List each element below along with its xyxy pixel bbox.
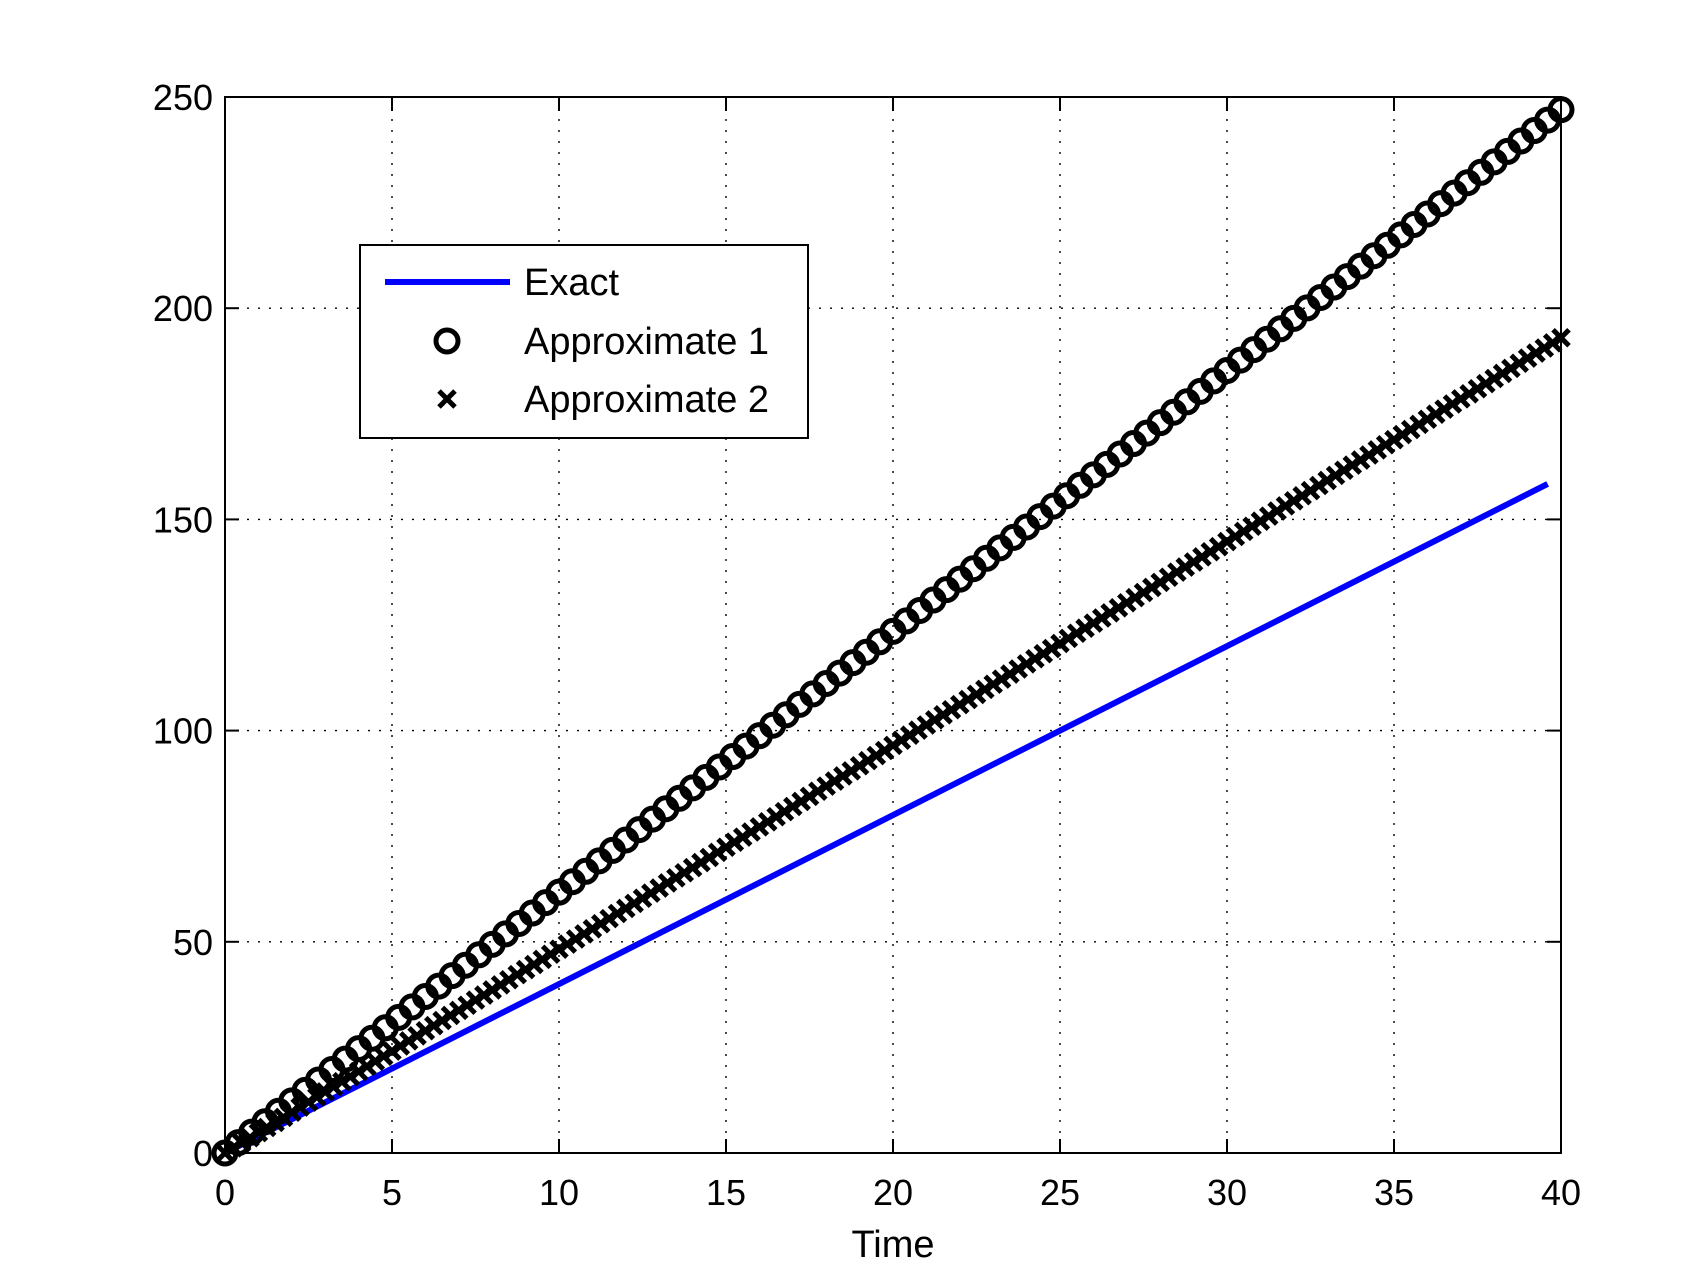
y-tick-label: 100 — [153, 711, 213, 752]
x-axis-title: Time — [851, 1224, 934, 1266]
legend-entry: Exact — [385, 262, 619, 304]
legend: Exact Approximate 1 Approximate 2 — [359, 244, 809, 439]
y-tick-label: 50 — [173, 922, 213, 963]
x-tick-label: 25 — [1040, 1172, 1080, 1213]
legend-entry: Approximate 1 — [433, 321, 769, 363]
axis-ticks — [224, 96, 1562, 1154]
x-tick-label: 40 — [1541, 1172, 1581, 1213]
tick-labels: 0 5 10 15 20 25 30 35 40 0 50 100 150 200 250 — [153, 77, 1581, 1213]
x-tick-label: 35 — [1374, 1172, 1414, 1213]
x-tick-label: 0 — [215, 1172, 235, 1213]
x-tick-label: 15 — [706, 1172, 746, 1213]
x-tick-label: 5 — [382, 1172, 402, 1213]
y-tick-label: 150 — [153, 499, 213, 540]
series-approximate-2 — [215, 328, 1571, 1163]
y-tick-label: 0 — [193, 1133, 213, 1174]
x-tick-label: 30 — [1207, 1172, 1247, 1213]
plot-series — [211, 96, 1575, 1167]
y-tick-label: 250 — [153, 77, 213, 118]
x-marker-stroke — [437, 389, 457, 409]
x-tick-label: 20 — [873, 1172, 913, 1213]
legend-label: Approximate 1 — [524, 321, 769, 363]
legend-entry: Approximate 2 — [437, 379, 769, 421]
legend-swatch-circle — [433, 327, 461, 355]
legend-swatch-x — [437, 389, 457, 409]
legend-label: Exact — [524, 262, 619, 304]
x-tick-label: 10 — [539, 1172, 579, 1213]
series-exact — [223, 481, 1549, 1156]
legend-label: Approximate 2 — [524, 379, 769, 421]
y-tick-label: 200 — [153, 288, 213, 329]
series-line — [223, 481, 1549, 1156]
